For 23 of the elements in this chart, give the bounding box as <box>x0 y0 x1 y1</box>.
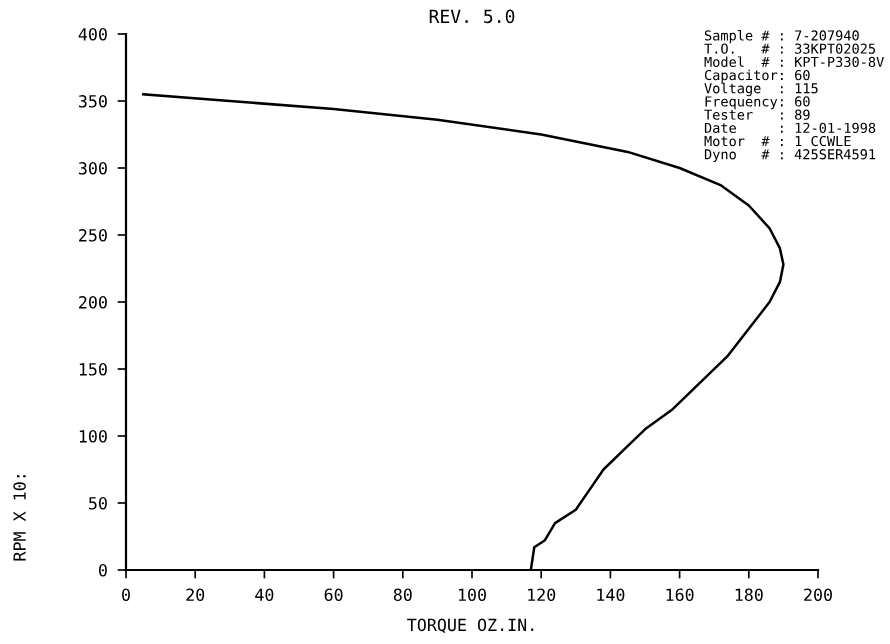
y-tick-label: 400 <box>78 28 107 41</box>
x-axis-title: TORQUE OZ.IN. <box>407 618 534 634</box>
x-tick-label: 160 <box>666 588 694 602</box>
y-tick-label: 350 <box>78 95 107 108</box>
x-tick-label: 80 <box>393 588 412 602</box>
x-tick-label: 40 <box>255 588 274 602</box>
y-tick-label: 150 <box>79 363 107 376</box>
x-tick-label: 0 <box>122 588 130 602</box>
x-tick-label: 180 <box>735 588 763 602</box>
y-tick-label: 100 <box>79 430 107 443</box>
y-tick-label: 0 <box>98 564 107 577</box>
y-tick-label: 50 <box>89 497 107 510</box>
x-tick-label: 140 <box>597 588 625 602</box>
y-tick-label: 300 <box>78 162 107 175</box>
x-tick-label: 60 <box>324 588 343 602</box>
y-axis-title: RPM X 10: <box>13 475 26 561</box>
chart-title: REV. 5.0 <box>429 9 515 24</box>
x-tick-label: 200 <box>804 588 832 602</box>
x-tick-label: 100 <box>458 588 486 602</box>
y-tick-label: 200 <box>79 296 107 309</box>
x-tick-label: 120 <box>528 588 556 602</box>
x-tick-label: 20 <box>186 588 205 602</box>
y-tick-label: 250 <box>79 229 107 242</box>
